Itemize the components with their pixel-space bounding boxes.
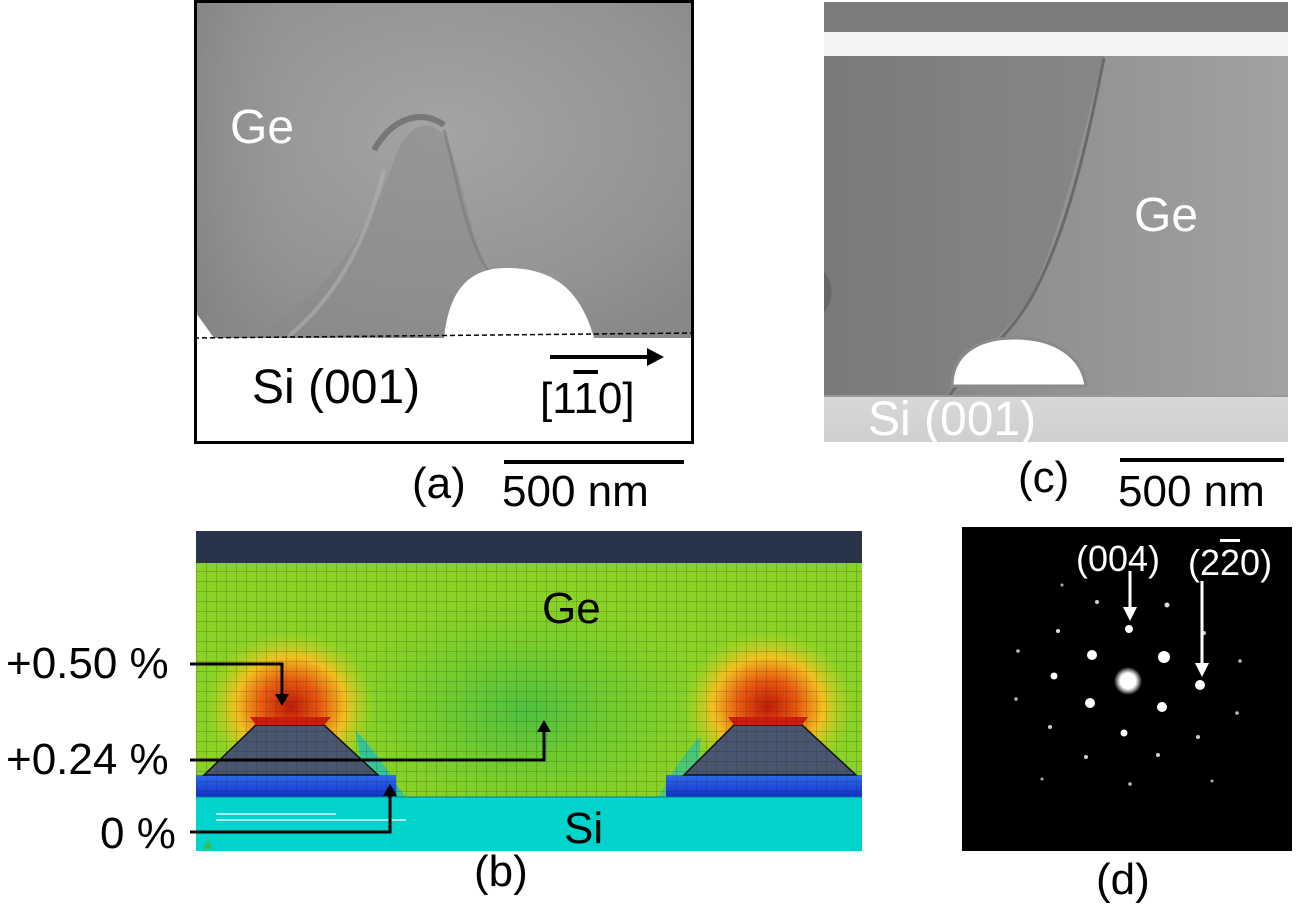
panel-b: Ge Si: [196, 531, 862, 851]
panel-d-caption: (d): [1096, 855, 1150, 904]
direction-part-1: [1: [540, 374, 574, 423]
spot-label-part-2: 0): [1240, 542, 1273, 583]
panel-d-diffraction-pattern: [1014, 571, 1242, 786]
direction-overbar: 1: [573, 374, 598, 423]
panel-a-direction-label: [110]: [540, 377, 635, 421]
spot-label-2-2-0: (220): [1188, 545, 1272, 581]
panel-c-ge-label: Ge: [1134, 189, 1199, 242]
panel-b-ge-label: Ge: [542, 584, 601, 633]
strain-label-mid: +0.24 %: [6, 735, 169, 784]
panel-a-tem-image: [194, 0, 694, 444]
panel-c-scale-bar: [1120, 458, 1284, 462]
panel-c-scale-label: 500 nm: [1118, 467, 1265, 516]
panel-a-caption: (a): [412, 459, 466, 508]
panel-c: Ge Si (001): [824, 2, 1288, 446]
panel-c-caption: (c): [1018, 453, 1070, 502]
panel-a-si-label: Si (001): [252, 361, 421, 414]
panel-c-tem-image: [824, 2, 1288, 442]
panel-a-scale-bar: [504, 460, 684, 464]
spot-label-overbar: 2: [1220, 542, 1241, 583]
panel-a-ge-label: Ge: [230, 101, 295, 154]
panel-b-caption: (b): [474, 847, 528, 896]
panel-a-scale-label: 500 nm: [502, 467, 649, 516]
spot-label-004: (004): [1076, 538, 1161, 579]
strain-label-high: +0.50 %: [6, 639, 169, 688]
panel-a: Ge Si (001) [110]: [194, 0, 694, 444]
panel-c-si-label: Si (001): [868, 393, 1037, 446]
panel-d: (004) (220): [962, 527, 1292, 851]
panel-b-fem-map: [196, 531, 862, 851]
direction-part-2: 0]: [597, 374, 635, 423]
panel-b-si-label: Si: [564, 804, 604, 853]
spot-label-part-1: (2: [1188, 542, 1221, 583]
strain-label-zero: 0 %: [100, 809, 176, 858]
